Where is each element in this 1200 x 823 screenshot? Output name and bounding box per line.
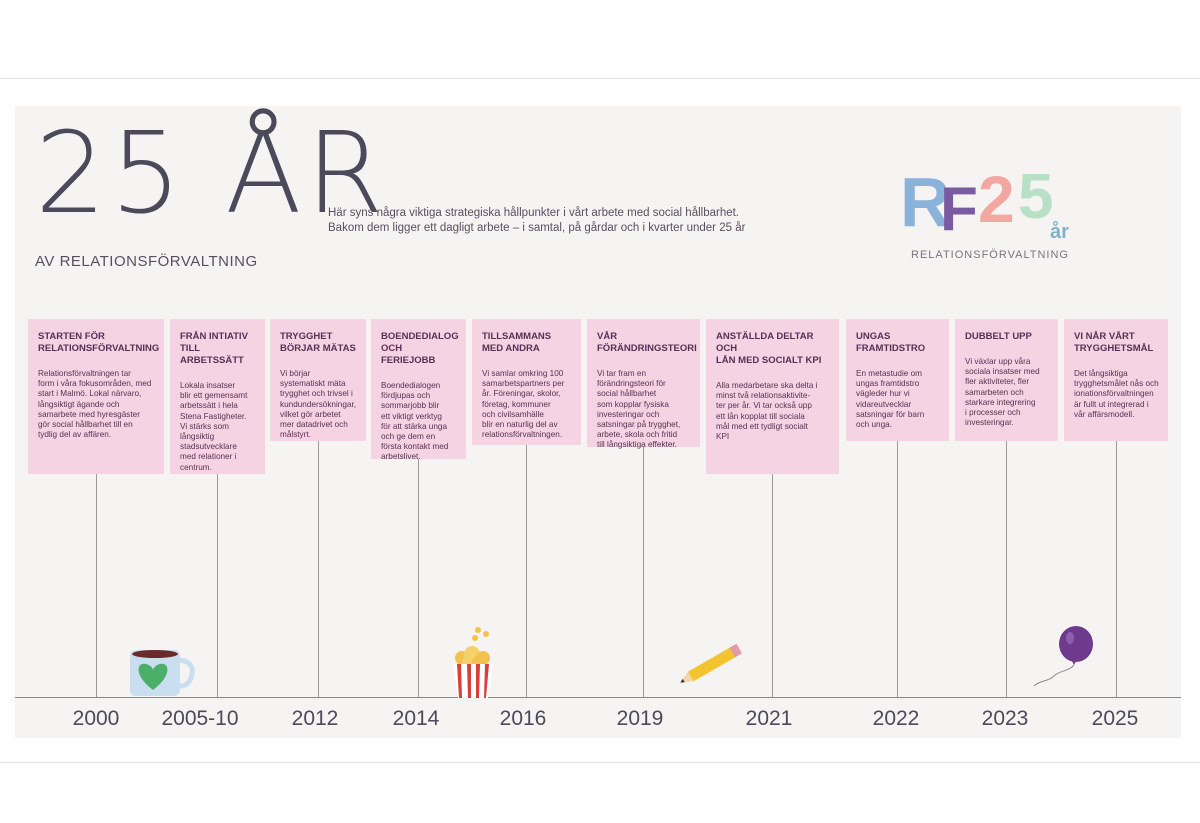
rf25-logo: R F 2 5 år xyxy=(900,162,1069,242)
milestone-title: FRÅN INTIATIV TILL ARBETSSÄTT xyxy=(180,331,248,366)
milestone-title: BOENDEDIALOG OCH FERIEJOBB xyxy=(381,331,459,366)
milestone-title: VÅR FÖRÄNDRINGSTEORI xyxy=(597,331,697,354)
year-label-2012: 2012 xyxy=(291,707,339,730)
connector-line-2019 xyxy=(643,447,644,697)
milestone-text: Relationsförvaltningen tar form i våra f… xyxy=(38,369,152,440)
milestone-text: Lokala insatser blir ett gemensamt arbet… xyxy=(180,381,248,472)
intro-line-1: Här syns några viktiga strategiska hållp… xyxy=(328,207,740,219)
year-label-2005-10: 2005-10 xyxy=(161,707,239,730)
connector-line-2005-10 xyxy=(217,474,218,697)
milestone-text: Boendedialogen fördjupas och sommarjobb … xyxy=(381,381,449,462)
milestone-text: Vi samlar omkring 100 samarbetspartners … xyxy=(482,369,565,440)
intro-text: Här syns några viktiga strategiska hållp… xyxy=(328,206,745,236)
milestone-title: DUBBELT UPP xyxy=(965,331,1032,342)
milestone-card-2005-10: FRÅN INTIATIV TILL ARBETSSÄTT Lokala ins… xyxy=(170,319,265,474)
milestone-text: Vi växlar upp våra sociala insatser med … xyxy=(965,357,1040,428)
logo-digit-5: 5 xyxy=(1018,162,1054,232)
milestone-card-2016: TILLSAMMANS MED ANDRA Vi samlar omkring … xyxy=(472,319,581,445)
milestone-card-2012: TRYGGHET BÖRJAR MÄTAS Vi börjar systemat… xyxy=(270,319,366,441)
connector-line-2016 xyxy=(526,445,527,697)
year-label-2019: 2019 xyxy=(616,707,664,730)
connector-line-2022 xyxy=(897,441,898,697)
connector-line-2025 xyxy=(1116,441,1117,697)
connector-line-2023 xyxy=(1006,441,1007,697)
page-title: 25 ÅR xyxy=(35,109,388,239)
year-label-2022: 2022 xyxy=(872,707,920,730)
milestone-card-2021: ANSTÄLLDA DELTAR OCH LÅN MED SOCIALT KPI… xyxy=(706,319,839,474)
connector-line-2021 xyxy=(772,474,773,697)
timeline-axis xyxy=(15,697,1181,698)
milestone-text: Alla medarbetare ska delta i minst två r… xyxy=(716,381,818,442)
balloon-icon xyxy=(1033,626,1093,687)
milestone-text: En metastudie om ungas framtidstro vägle… xyxy=(856,369,925,430)
connector-line-2012 xyxy=(318,441,319,697)
connector-line-2000 xyxy=(96,474,97,697)
year-label-2000: 2000 xyxy=(72,707,120,730)
intro-line-2: Bakom dem ligger ett dagligt arbete – i … xyxy=(328,222,746,234)
logo-letter-f: F xyxy=(940,175,978,242)
milestone-title: STARTEN FÖR RELATIONSFÖRVALTNING xyxy=(38,331,160,354)
milestone-title: TILLSAMMANS MED ANDRA xyxy=(482,331,552,354)
page-subtitle: AV RELATIONSFÖRVALTNING xyxy=(35,253,258,270)
year-label-2025: 2025 xyxy=(1091,707,1139,730)
milestone-title: VI NÅR VÅRT TRYGGHETSMÅL xyxy=(1074,331,1154,354)
logo-digit-2: 2 xyxy=(978,162,1015,236)
logo-caption: RELATIONSFÖRVALTNING xyxy=(911,249,1069,261)
milestone-text: Vi tar fram en förändringsteori för soci… xyxy=(597,369,681,450)
milestone-title: ANSTÄLLDA DELTAR OCH LÅN MED SOCIALT KPI xyxy=(716,331,822,366)
milestone-title: UNGAS FRAMTIDSTRO xyxy=(856,331,926,354)
logo-letter-r: R xyxy=(900,163,951,241)
milestone-title: TRYGGHET BÖRJAR MÄTAS xyxy=(280,331,356,354)
coffee-cup-icon xyxy=(130,650,195,696)
milestone-card-2022: UNGAS FRAMTIDSTRO En metastudie om ungas… xyxy=(846,319,949,441)
year-label-2023: 2023 xyxy=(981,707,1029,730)
year-label-2021: 2021 xyxy=(745,707,793,730)
logo-suffix: år xyxy=(1050,220,1069,242)
year-label-2016: 2016 xyxy=(499,707,547,730)
connector-line-2014 xyxy=(418,459,419,697)
milestone-card-2019: VÅR FÖRÄNDRINGSTEORI Vi tar fram en förä… xyxy=(587,319,700,449)
pencil-icon xyxy=(680,643,742,683)
popcorn-icon xyxy=(453,627,493,698)
top-divider xyxy=(0,78,1200,79)
milestone-card-2023: DUBBELT UPP Vi växlar upp våra sociala i… xyxy=(955,319,1058,441)
milestone-text: Vi börjar systematiskt mäta trygghet och… xyxy=(280,369,357,440)
bottom-divider xyxy=(0,762,1200,763)
milestone-text: Det långsiktiga trygghetsmålet nås och i… xyxy=(1074,369,1159,419)
milestone-card-2014: BOENDEDIALOG OCH FERIEJOBB Boendedialoge… xyxy=(371,319,466,461)
milestone-card-2025: VI NÅR VÅRT TRYGGHETSMÅL Det långsiktiga… xyxy=(1064,319,1168,441)
year-label-2014: 2014 xyxy=(392,707,440,730)
milestone-card-2000: STARTEN FÖR RELATIONSFÖRVALTNING Relatio… xyxy=(28,319,164,474)
